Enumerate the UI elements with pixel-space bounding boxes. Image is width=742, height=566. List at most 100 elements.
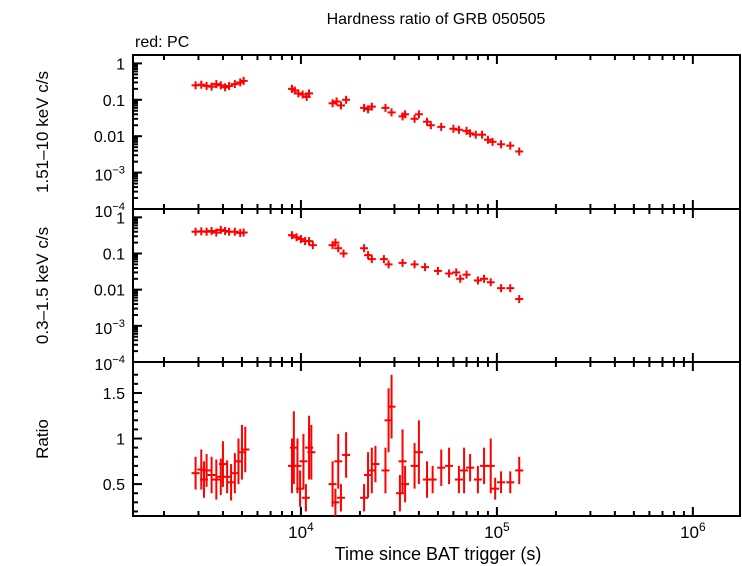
data-point [334, 244, 343, 253]
y-tick-label: 0.5 [103, 477, 125, 494]
data-point [293, 438, 302, 494]
data-point [515, 147, 524, 156]
data-point [452, 268, 461, 277]
data-point [428, 465, 437, 494]
data-point [239, 76, 248, 85]
data-point [332, 97, 341, 106]
data-point [360, 244, 369, 253]
panel-1: 1 0.1 0.01 10−3 10−4 1.51–10 keV c/s [33, 54, 741, 221]
data-point [367, 102, 376, 111]
y-axis-label: 0.3–1.5 keV c/s [33, 227, 52, 344]
y-tick-label: 0.01 [94, 283, 125, 300]
data-point [328, 99, 337, 108]
data-point [483, 135, 492, 144]
data-point [202, 454, 211, 487]
data-point [308, 241, 317, 250]
data-point [437, 449, 446, 486]
data-point [241, 426, 250, 473]
data-point [331, 488, 340, 516]
data-point [414, 420, 423, 485]
data-point [230, 80, 239, 89]
data-point [410, 443, 419, 489]
data-point [207, 226, 216, 235]
data-point [515, 295, 524, 304]
data-point [379, 255, 388, 264]
data-point [296, 235, 305, 244]
x-tick-label: 105 [484, 520, 510, 542]
y-tick-label: 1 [116, 56, 125, 73]
data-point [506, 141, 515, 150]
data-point [384, 260, 393, 269]
y-tick-label: 10−3 [94, 318, 125, 338]
panel-2: 1 0.1 0.01 10−3 10−4 0.3–1.5 keV c/s [33, 208, 741, 374]
y-tick-label: 10−4 [94, 354, 125, 374]
y-tick-label: 10−3 [94, 165, 125, 185]
data-point [445, 269, 454, 278]
data-point [305, 89, 314, 98]
panel-3: 0.5 1 1.5 Ratio 104 105 106 [33, 361, 741, 542]
data-point [460, 447, 469, 494]
data-point [360, 484, 369, 512]
data-point [491, 477, 500, 500]
data-point [437, 122, 446, 131]
panel-frame [132, 54, 741, 210]
data-point [339, 249, 348, 258]
data-point [197, 80, 206, 89]
data-point [287, 231, 296, 240]
data-point [230, 227, 239, 236]
data-point [216, 81, 225, 90]
data-point [212, 228, 221, 237]
y-tick-label: 10−4 [94, 201, 125, 221]
data-point [401, 465, 410, 503]
data-point [336, 484, 345, 512]
data-point [398, 429, 407, 494]
y-axis-label: Ratio [33, 419, 52, 459]
data-point [497, 284, 506, 293]
data-point [387, 108, 396, 117]
data-point [307, 424, 316, 480]
data-point [294, 89, 303, 98]
data-point [367, 255, 376, 264]
data-point [410, 114, 419, 123]
data-point [207, 456, 216, 494]
data-point [381, 447, 390, 494]
data-point [421, 263, 430, 272]
y-tick-label: 1 [116, 432, 125, 449]
y-tick-label: 0.01 [94, 129, 125, 146]
data-point [486, 438, 495, 494]
x-tick-label: 106 [680, 520, 706, 542]
data-point [239, 228, 248, 237]
data-point [342, 95, 351, 104]
data-point [480, 274, 489, 283]
data-point [478, 130, 487, 139]
y-tick-label: 0.1 [103, 93, 125, 110]
data-point [212, 459, 221, 500]
data-point [227, 464, 236, 501]
x-tick-label: 104 [288, 520, 314, 542]
data-point [488, 137, 497, 146]
data-point [342, 432, 351, 478]
data-point [364, 452, 373, 498]
y-tick-label: 0.1 [103, 247, 125, 264]
data-point [216, 225, 225, 234]
panel-frame [132, 361, 741, 517]
data-point [223, 460, 232, 494]
data-point [445, 447, 454, 485]
chart-subtitle: red: PC [135, 34, 189, 51]
data-point [301, 484, 310, 512]
data-point [207, 82, 216, 91]
data-point [364, 251, 373, 260]
data-point [387, 374, 396, 439]
data-point [506, 284, 515, 293]
data-point [426, 121, 435, 130]
chart-title: Hardness ratio of GRB 050505 [327, 11, 546, 28]
data-point [486, 278, 495, 287]
data-point [328, 461, 337, 507]
data-point [381, 103, 390, 112]
data-point [218, 441, 227, 487]
y-tick-label: 1 [116, 210, 125, 227]
data-point [305, 237, 314, 246]
data-point [331, 238, 340, 247]
data-point [410, 260, 419, 269]
